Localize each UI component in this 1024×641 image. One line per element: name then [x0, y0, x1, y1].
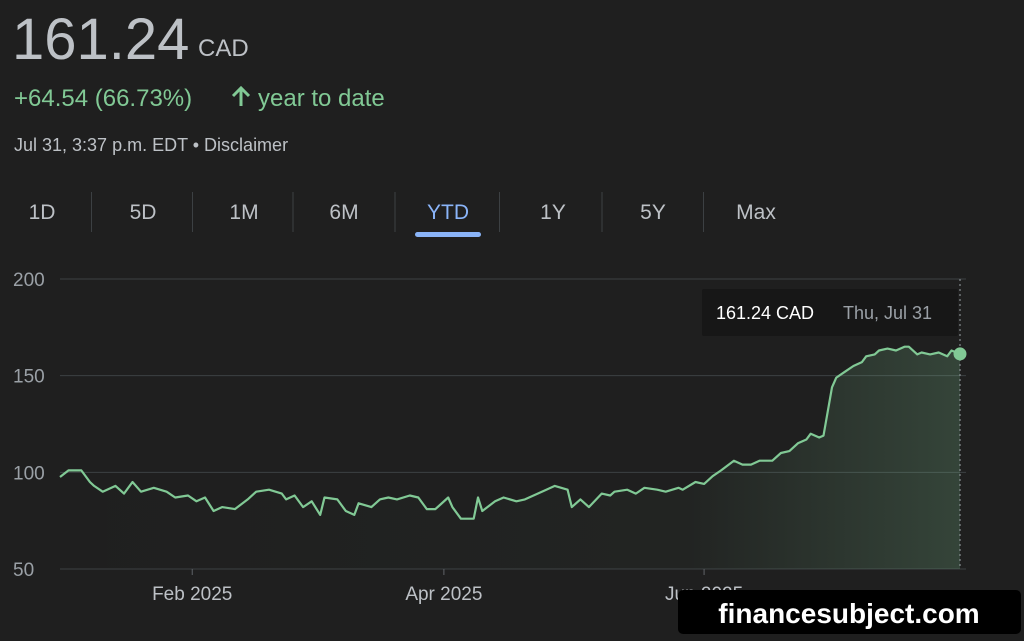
range-tabs: 1D 5D 1M 6M YTD 1Y 5Y Max — [29, 192, 776, 237]
timestamp[interactable]: Jul 31, 3:37 p.m. EDT • Disclaimer — [14, 135, 288, 155]
tooltip-box — [702, 289, 958, 336]
watermark-box — [678, 590, 1021, 634]
y-tick-label: 50 — [13, 560, 34, 581]
range-tab[interactable]: 1D — [29, 201, 56, 224]
range-tab[interactable]: 5Y — [640, 201, 666, 224]
area-fill — [60, 346, 960, 569]
y-tick-label: 100 — [13, 463, 45, 484]
range-tab[interactable]: 1Y — [540, 201, 566, 224]
period: year to date — [258, 85, 385, 112]
currency: CAD — [198, 35, 249, 62]
range-tab[interactable]: 6M — [329, 201, 358, 224]
x-tick-label: Feb 2025 — [152, 584, 232, 605]
y-tick-label: 200 — [13, 270, 45, 291]
watermark: financesubject.com — [718, 598, 979, 629]
range-tab[interactable]: YTD — [427, 201, 469, 224]
up-arrow — [231, 85, 251, 106]
range-tab[interactable]: 5D — [130, 201, 157, 224]
tooltip-date: Thu, Jul 31 — [843, 303, 932, 323]
active-tab-indicator — [415, 232, 481, 237]
tooltip-value: 161.24 CAD — [716, 303, 814, 323]
y-tick-label: 150 — [13, 367, 45, 388]
x-tick-label: Apr 2025 — [405, 584, 482, 605]
price: 161.24 — [12, 7, 189, 72]
range-tab[interactable]: Max — [736, 201, 776, 224]
range-tab[interactable]: 1M — [229, 201, 258, 224]
hover-point — [953, 347, 967, 361]
price-line — [59, 345, 961, 520]
change: +64.54 (66.73%) — [14, 85, 192, 112]
